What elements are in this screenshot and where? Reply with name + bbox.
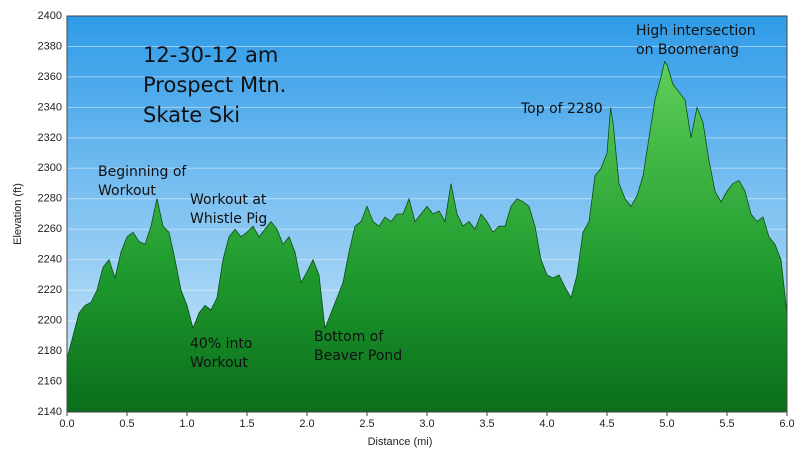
annotation: on Boomerang bbox=[636, 42, 739, 58]
y-tick-label: 2140 bbox=[38, 406, 62, 418]
x-tick-label: 3.5 bbox=[479, 418, 494, 430]
plot-frame bbox=[66, 15, 788, 413]
y-tick-label: 2360 bbox=[38, 71, 62, 83]
y-tick-label: 2320 bbox=[38, 132, 62, 144]
y-tick-label: 2260 bbox=[38, 223, 62, 235]
y-axis-label: Elevation (ft) bbox=[12, 183, 24, 245]
y-tick-label: 2160 bbox=[38, 375, 62, 387]
annotation: Workout bbox=[190, 355, 248, 371]
annotation: 40% into bbox=[190, 336, 252, 352]
annotation: Top of 2280 bbox=[520, 101, 603, 117]
annotation: Whistle Pig bbox=[190, 211, 267, 227]
annotation: High intersection bbox=[636, 23, 756, 39]
y-tick-label: 2200 bbox=[38, 315, 62, 327]
y-tick-label: 2240 bbox=[38, 254, 62, 266]
chart-title: Prospect Mtn. bbox=[143, 73, 286, 97]
y-tick-label: 2220 bbox=[38, 284, 62, 296]
y-tick-label: 2340 bbox=[38, 101, 62, 113]
x-tick-label: 2.5 bbox=[359, 418, 374, 430]
x-tick-label: 2.0 bbox=[299, 418, 314, 430]
annotation: Beaver Pond bbox=[314, 348, 402, 364]
y-tick-label: 2180 bbox=[38, 345, 62, 357]
chart-title: Skate Ski bbox=[143, 103, 240, 127]
y-tick-label: 2400 bbox=[38, 10, 62, 22]
annotation: Workout bbox=[98, 183, 156, 199]
x-tick-label: 1.5 bbox=[239, 418, 254, 430]
chart-title: 12-30-12 am bbox=[143, 43, 278, 67]
x-tick-label: 5.5 bbox=[719, 418, 734, 430]
x-tick-label: 0.0 bbox=[59, 418, 74, 430]
y-tick-label: 2300 bbox=[38, 162, 62, 174]
y-tick-label: 2380 bbox=[38, 40, 62, 52]
x-tick-label: 0.5 bbox=[119, 418, 134, 430]
y-tick-label: 2280 bbox=[38, 193, 62, 205]
x-tick-label: 5.0 bbox=[659, 418, 674, 430]
annotation: Workout at bbox=[190, 192, 267, 208]
x-tick-label: 1.0 bbox=[179, 418, 194, 430]
annotation: Beginning of bbox=[98, 164, 187, 180]
elevation-area bbox=[66, 60, 788, 413]
x-tick-label: 3.0 bbox=[419, 418, 434, 430]
x-tick-label: 4.5 bbox=[599, 418, 614, 430]
x-tick-label: 6.0 bbox=[779, 418, 794, 430]
annotation: Bottom of bbox=[314, 329, 384, 345]
x-tick-label: 4.0 bbox=[539, 418, 554, 430]
x-axis-label: Distance (mi) bbox=[368, 436, 433, 448]
